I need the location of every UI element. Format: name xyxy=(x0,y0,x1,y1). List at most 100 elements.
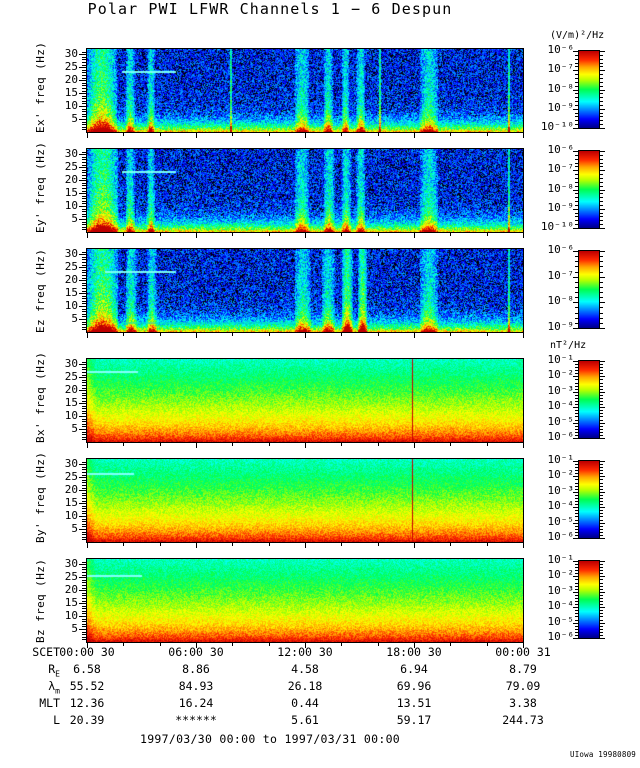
colorbar-tick-minor xyxy=(600,101,603,103)
colorbar-tick-minor xyxy=(575,185,578,187)
colorbar-tick-minor xyxy=(600,177,603,179)
y-tick-minor xyxy=(82,211,86,213)
colorbar-tick-minor xyxy=(600,567,603,569)
x-tick-minor xyxy=(450,443,452,446)
y-tick-major xyxy=(79,254,86,256)
y-tick-minor xyxy=(82,311,86,313)
x-tick-major xyxy=(523,543,524,548)
colorbar-tick-minor xyxy=(575,610,578,612)
y-tick-minor xyxy=(82,159,86,161)
colorbar-tick-minor xyxy=(600,286,603,288)
colorbar-tick-minor xyxy=(600,128,603,129)
colorbar-tick-minor xyxy=(575,177,578,179)
colorbar-tick-minor xyxy=(575,497,578,499)
colorbar-tick-label: 10⁻⁷ xyxy=(547,268,575,282)
y-tick-minor xyxy=(82,287,86,289)
y-tick-major xyxy=(79,464,86,466)
y-tick-major xyxy=(79,154,86,156)
y-tick-minor xyxy=(82,251,86,253)
colorbar-tick-minor xyxy=(600,376,603,378)
colorbar-tick-minor xyxy=(575,434,578,436)
colorbar-tick-minor xyxy=(575,588,578,590)
y-tick-minor xyxy=(82,634,86,636)
y-tick-minor xyxy=(82,569,86,571)
x-tick-minor xyxy=(123,643,125,646)
y-tick-label: 20 xyxy=(64,583,78,597)
colorbar-tick-minor xyxy=(600,89,603,91)
colorbar-tick-minor xyxy=(600,361,603,362)
colorbar-tick-minor xyxy=(575,485,578,487)
x-tick-minor xyxy=(268,543,270,546)
colorbar-tick-minor xyxy=(600,388,603,390)
x-tick-major xyxy=(305,133,306,138)
x-tick-major xyxy=(196,443,197,448)
colorbar-tick-minor xyxy=(600,151,603,152)
x-tick-minor xyxy=(377,643,379,646)
x-tick-minor xyxy=(123,443,125,446)
colorbar-tick-minor xyxy=(575,467,578,469)
colorbar-tick-minor xyxy=(600,201,603,203)
ephemeris-value: 4.58 xyxy=(291,662,319,676)
y-tick-minor xyxy=(82,226,86,228)
y-tick-minor xyxy=(82,129,86,131)
spectrogram-image xyxy=(86,148,524,233)
x-tick-minor xyxy=(268,443,270,446)
y-tick-minor xyxy=(82,113,86,115)
x-tick-minor xyxy=(486,333,488,336)
ephemeris-value: 59.17 xyxy=(396,713,432,727)
ephemeris-value: 0.44 xyxy=(291,696,319,710)
colorbar-tick-minor xyxy=(600,588,603,590)
y-axis-label-5: By' freq (Hz) xyxy=(34,451,47,543)
colorbar-tick-minor xyxy=(600,510,603,512)
y-tick-minor xyxy=(82,536,86,538)
y-tick-major xyxy=(79,516,86,518)
colorbar-tick-minor xyxy=(575,328,578,329)
y-tick-major xyxy=(79,629,86,631)
y-tick-minor xyxy=(82,613,86,615)
x-tick-minor xyxy=(159,133,161,136)
colorbar-tick-minor xyxy=(600,370,603,372)
y-tick-major xyxy=(79,477,86,479)
y-tick-minor xyxy=(82,636,86,638)
colorbar-tick-minor xyxy=(600,425,603,427)
y-tick-minor xyxy=(82,272,86,274)
colorbar-tick-minor xyxy=(600,625,603,627)
x-tick-minor xyxy=(341,543,343,546)
y-tick-minor xyxy=(82,500,86,502)
colorbar-tick-minor xyxy=(575,85,578,87)
y-tick-major xyxy=(79,390,86,392)
ephemeris-row-label-text: L xyxy=(53,713,60,727)
y-tick-major xyxy=(79,603,86,605)
y-tick-major xyxy=(79,219,86,221)
colorbar-tick-minor xyxy=(600,638,603,639)
colorbar-tick-minor xyxy=(600,591,603,593)
colorbar-tick-minor xyxy=(600,58,603,60)
colorbar-tick-minor xyxy=(600,220,603,222)
y-axis-label-3: Ez freq (Hz) xyxy=(34,248,47,333)
y-tick-minor xyxy=(82,587,86,589)
y-tick-label: 20 xyxy=(64,173,78,187)
colorbar-tick-minor xyxy=(600,401,603,403)
colorbar-tick-minor xyxy=(600,281,603,283)
y-tick-minor xyxy=(82,371,86,373)
colorbar-tick-label: 10⁻⁶ xyxy=(547,43,575,56)
colorbar-tick-minor xyxy=(575,128,578,129)
x-tick-minor xyxy=(486,233,488,236)
y-tick-minor xyxy=(82,566,86,568)
colorbar-tick-minor xyxy=(600,479,603,481)
colorbar-tick-minor xyxy=(600,634,603,636)
spectrogram-image xyxy=(86,558,524,643)
x-tick-major xyxy=(305,543,306,548)
colorbar-tick-minor xyxy=(575,204,578,206)
colorbar-tick-minor xyxy=(575,382,578,384)
colorbar-tick-minor xyxy=(575,220,578,222)
colorbar-tick-minor xyxy=(600,292,603,294)
y-tick-minor xyxy=(82,313,86,315)
colorbar-tick-minor xyxy=(575,501,578,503)
y-tick-minor xyxy=(82,626,86,628)
y-tick-minor xyxy=(82,621,86,623)
colorbar-tick-minor xyxy=(600,434,603,436)
spectrogram-panel-1 xyxy=(86,48,524,133)
colorbar-tick-minor xyxy=(600,573,603,575)
colorbar-tick-label: 10⁻¹ xyxy=(547,453,575,466)
